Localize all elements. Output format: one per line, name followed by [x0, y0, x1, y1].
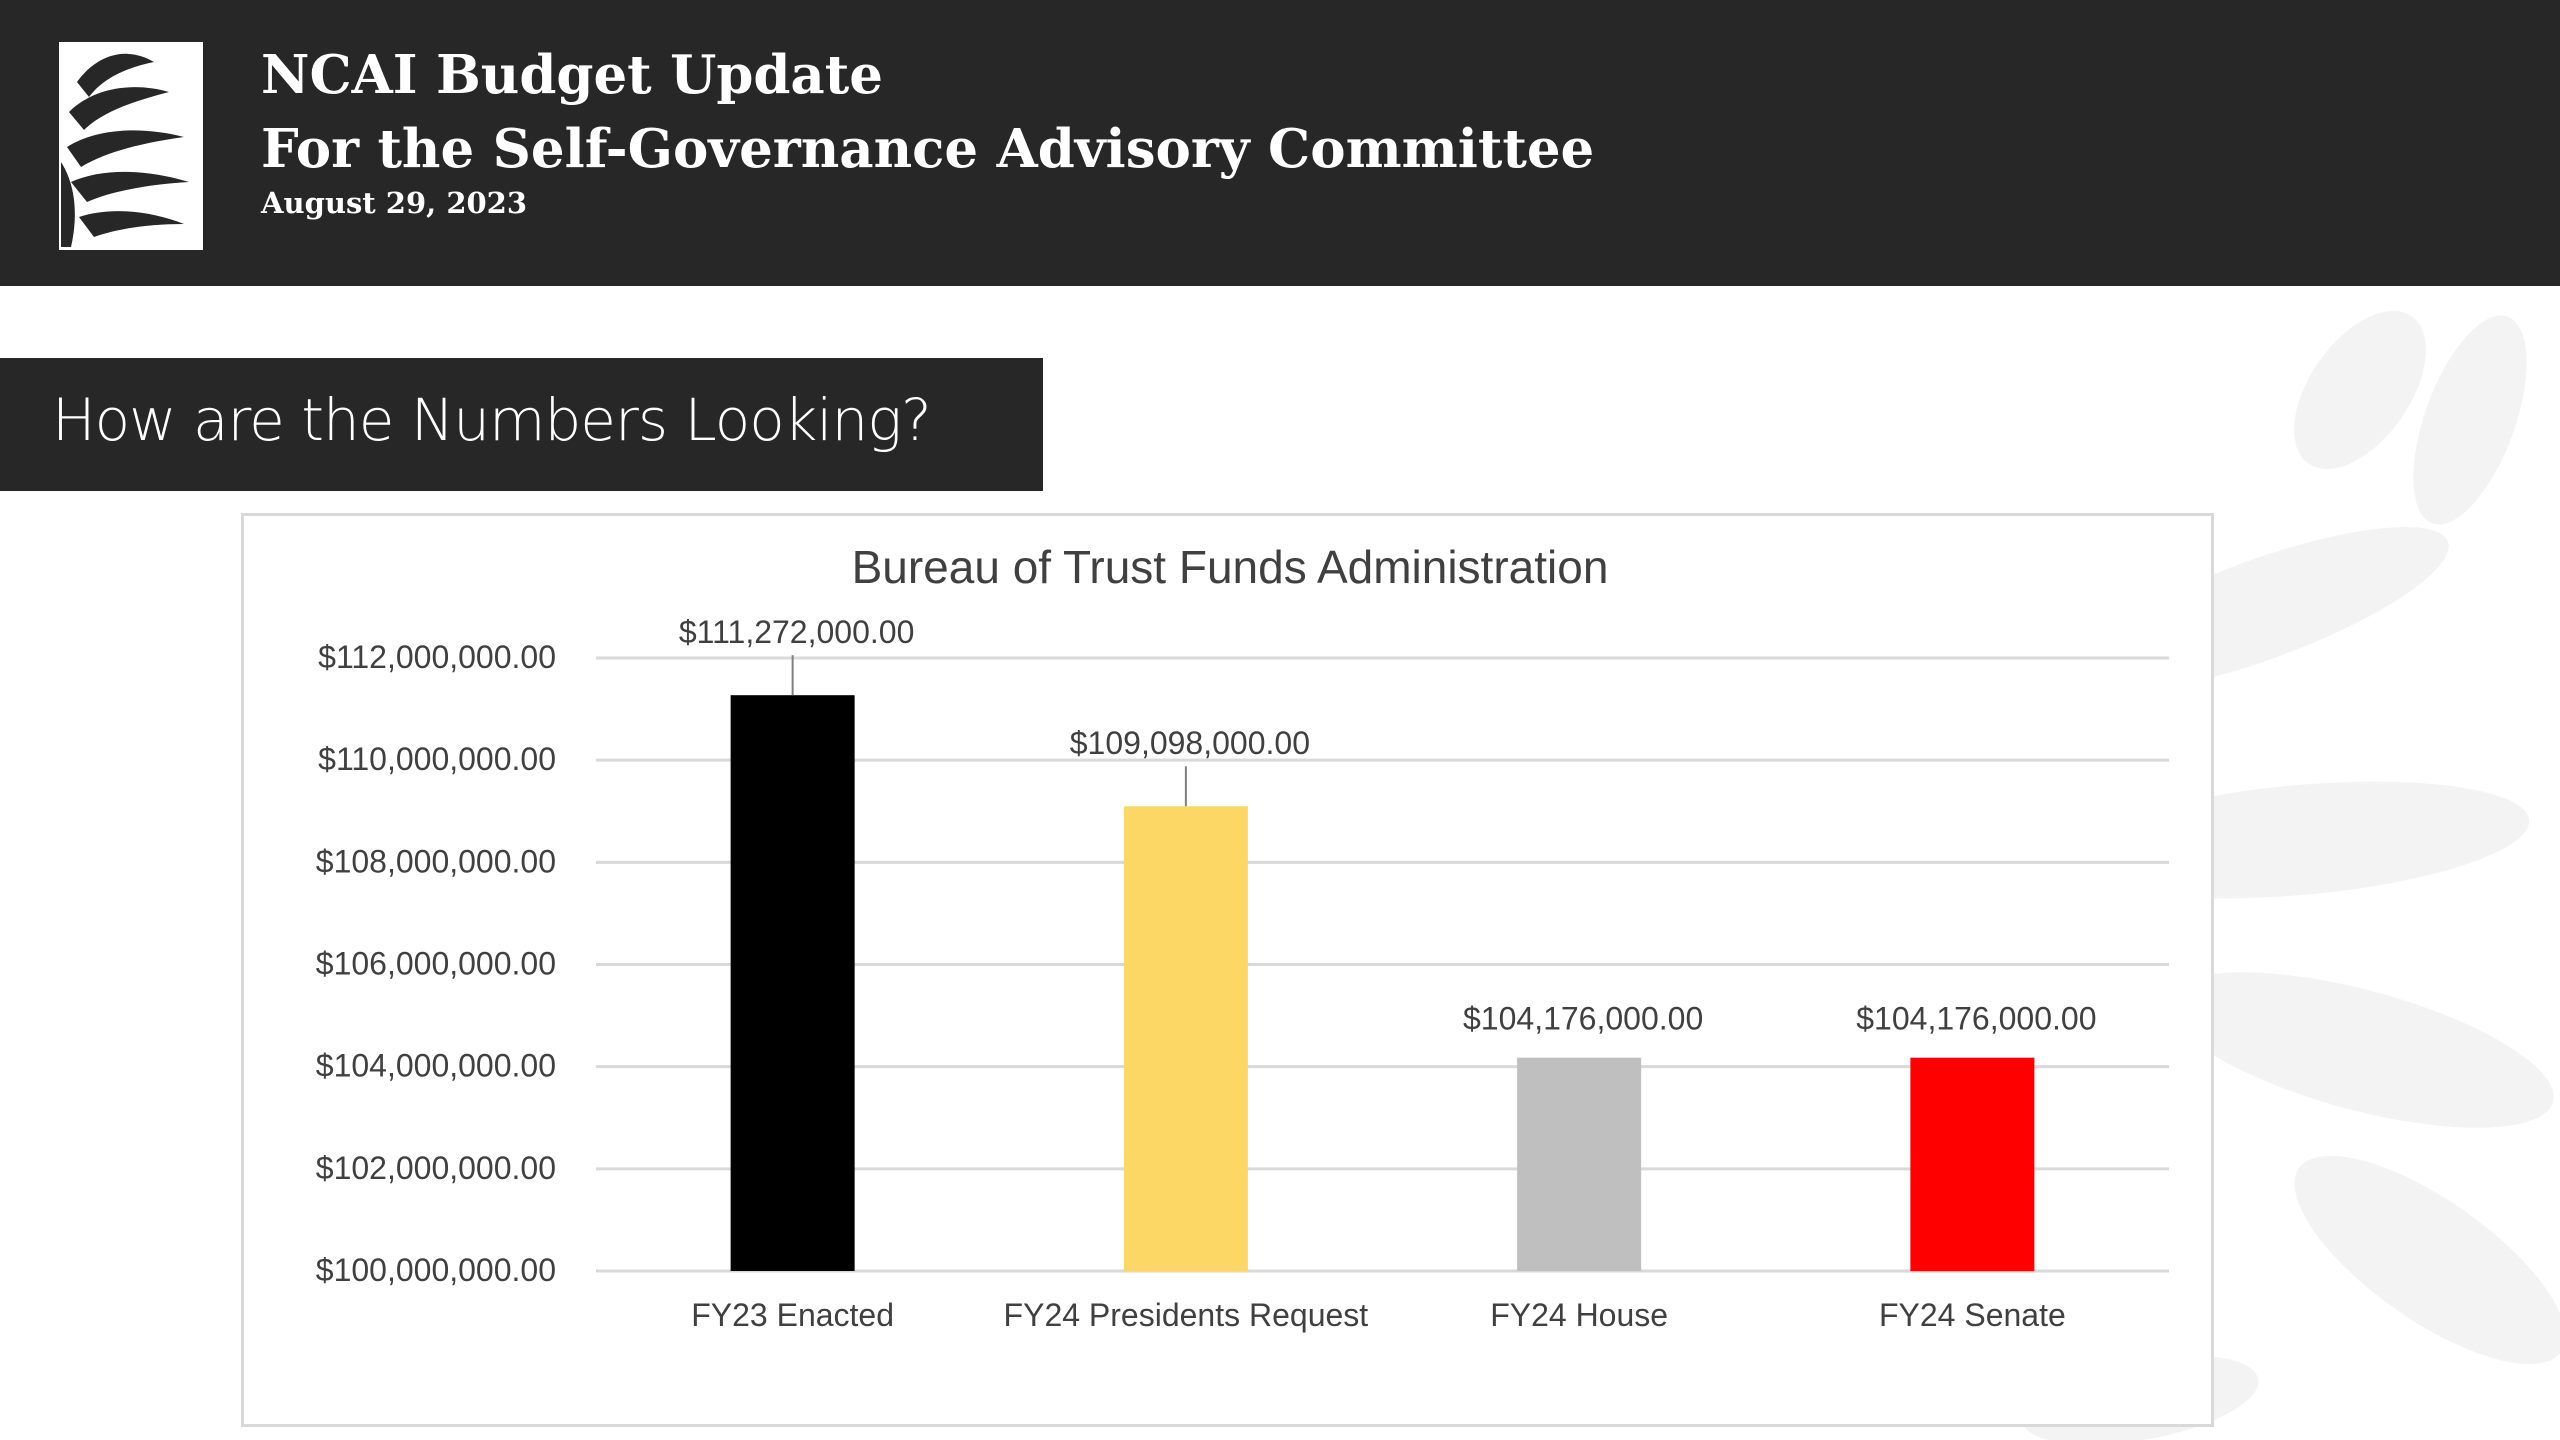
section-banner: How are the Numbers Looking?: [0, 358, 1043, 491]
y-tick-label: $104,000,000.00: [316, 1048, 556, 1084]
data-label: $104,176,000.00: [1856, 1001, 2096, 1037]
header-title-line1: NCAI Budget Update: [261, 44, 883, 106]
bar: [1123, 806, 1248, 1271]
x-tick-label: FY24 Presidents Request: [1004, 1297, 1369, 1333]
bar: [1910, 1057, 2035, 1271]
header-bar: NCAI Budget Update For the Self-Governan…: [0, 0, 2560, 286]
data-label: $111,272,000.00: [679, 614, 914, 650]
header-title-line2: For the Self-Governance Advisory Committ…: [261, 118, 1595, 180]
x-tick-label: FY23 Enacted: [691, 1297, 894, 1333]
x-tick-label: FY24 Senate: [1879, 1297, 2066, 1333]
y-tick-label: $106,000,000.00: [316, 946, 556, 982]
bar: [1517, 1057, 1642, 1271]
y-tick-label: $102,000,000.00: [316, 1150, 556, 1186]
header-date: August 29, 2023: [261, 186, 528, 220]
y-tick-label: $112,000,000.00: [318, 639, 556, 675]
bar-chart: Bureau of Trust Funds Administration $10…: [316, 541, 2169, 1333]
y-tick-label: $100,000,000.00: [316, 1252, 556, 1288]
y-tick-label: $108,000,000.00: [316, 843, 556, 879]
header-title: NCAI Budget Update For the Self-Governan…: [261, 38, 1594, 186]
section-title: How are the Numbers Looking?: [52, 386, 932, 454]
chart-title: Bureau of Trust Funds Administration: [852, 541, 1609, 593]
x-tick-label: FY24 House: [1490, 1297, 1668, 1333]
chart-frame: Bureau of Trust Funds Administration $10…: [241, 513, 2214, 1427]
data-label: $109,098,000.00: [1070, 725, 1310, 761]
bar: [730, 695, 855, 1271]
y-tick-label: $110,000,000.00: [318, 741, 556, 777]
ncai-logo: [59, 42, 203, 250]
data-label: $104,176,000.00: [1463, 1001, 1703, 1037]
